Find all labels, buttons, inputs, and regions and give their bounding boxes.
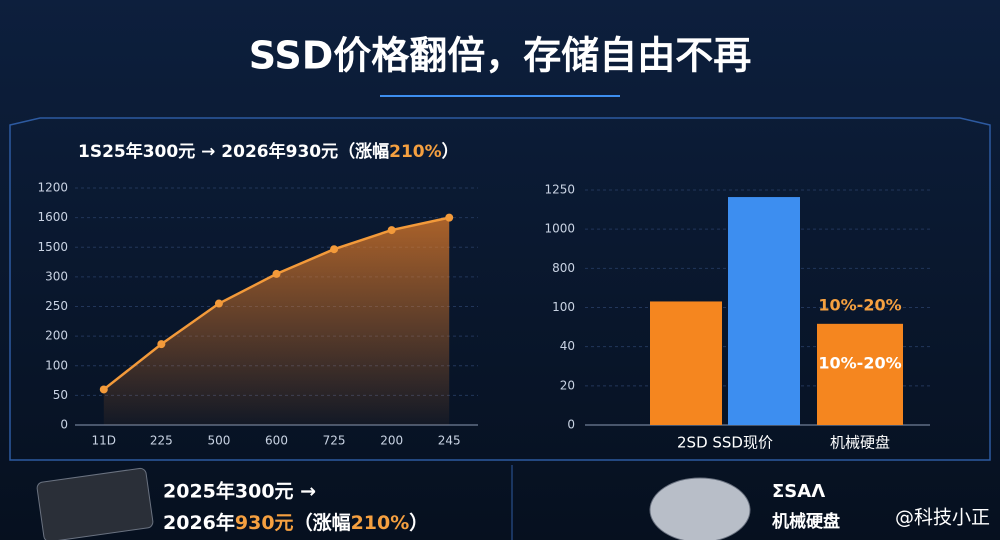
x-tick-label: 245 [438, 434, 461, 448]
point [330, 245, 339, 254]
bar [728, 197, 800, 425]
subtitle-part: ） [442, 141, 459, 162]
area [103, 217, 450, 425]
y-tick-label: 1000 [544, 222, 575, 236]
y-tick-label: 200 [45, 329, 68, 343]
y-tick-label: 0 [60, 418, 68, 432]
bar [817, 323, 903, 425]
footer-part: （涨幅 [294, 511, 351, 534]
y-tick-label: 1500 [37, 240, 68, 254]
x-tick-label: 200 [380, 434, 403, 448]
x-tick-label: 机械硬盘 [830, 434, 890, 452]
x-tick-label: 500 [207, 434, 230, 448]
footer-part: ） [409, 511, 428, 534]
y-tick-label: 800 [552, 261, 575, 275]
x-tick-label: 2SD SSD现价 [677, 434, 773, 452]
point [445, 213, 454, 222]
y-tick-label: 250 [45, 299, 68, 313]
x-tick-label: 11D [92, 434, 117, 448]
point [272, 269, 281, 278]
y-tick-label: 100 [552, 300, 575, 314]
ssd-icon [36, 467, 154, 540]
subtitle-part: 1S25年300元 → 2026年930元（涨幅 [78, 141, 389, 162]
subtitle-highlight: 210% [389, 142, 442, 162]
point [99, 385, 108, 394]
y-tick-label: 300 [45, 269, 68, 283]
watermark: @科技小正 [895, 507, 990, 529]
chart-subtitle: 1S25年300元 → 2026年930元（涨幅210%） [78, 141, 459, 162]
point [157, 340, 166, 349]
annotation: 10%-20% [818, 353, 901, 372]
x-tick-label: 225 [150, 434, 173, 448]
annotation: 10%-20% [818, 295, 901, 314]
panel-border [9, 117, 991, 461]
page-title: SSD价格翻倍，存储自由不再 [249, 34, 752, 78]
footer-highlight: 210% [351, 512, 410, 534]
y-tick-label: 20 [560, 378, 575, 392]
y-tick-label: 50 [53, 388, 68, 402]
hdd-icon [649, 477, 751, 540]
footer-brand: ΣSAΛ [772, 481, 825, 502]
footer-part: 2026年 [163, 511, 235, 534]
x-tick-label: 600 [265, 434, 288, 448]
y-tick-label: 1600 [37, 210, 68, 224]
footer-label: 机械硬盘 [772, 511, 840, 532]
point [214, 299, 223, 308]
y-tick-label: 100 [45, 358, 68, 372]
y-tick-label: 40 [560, 339, 575, 353]
y-tick-label: 0 [567, 418, 575, 432]
y-tick-label: 1250 [544, 183, 575, 197]
y-tick-label: 1200 [37, 181, 68, 195]
footer-line2: 2026年930元（涨幅210%） [163, 511, 428, 534]
point [387, 226, 396, 235]
footer-line1: 2025年300元 → [163, 480, 316, 503]
bar [650, 301, 722, 425]
x-tick-label: 725 [323, 434, 346, 448]
footer-highlight: 930元 [235, 512, 294, 534]
